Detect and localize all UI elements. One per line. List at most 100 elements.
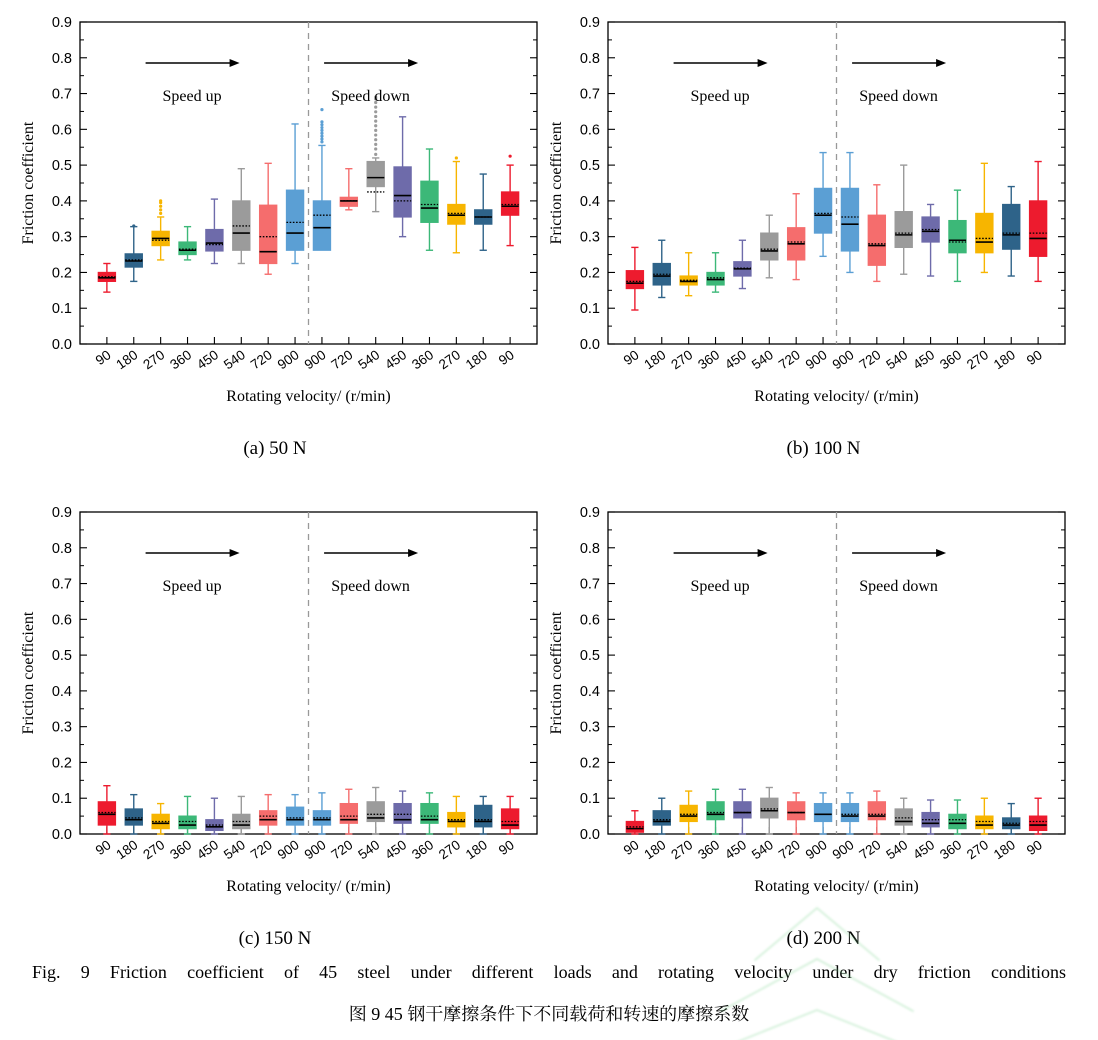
svg-text:0.1: 0.1 [52,301,72,317]
svg-text:0.2: 0.2 [580,265,600,281]
svg-text:0.7: 0.7 [580,577,600,593]
svg-text:450: 450 [382,837,409,862]
svg-text:90: 90 [93,837,114,858]
svg-text:720: 720 [856,347,883,372]
svg-text:180: 180 [641,837,668,862]
svg-text:Friction coefficient: Friction coefficient [20,611,37,734]
svg-text:0.0: 0.0 [580,827,600,843]
svg-text:Rotating velocity/ (r/min): Rotating velocity/ (r/min) [754,388,918,405]
svg-text:540: 540 [355,837,382,862]
svg-text:0.3: 0.3 [580,720,600,736]
svg-text:90: 90 [621,347,642,368]
svg-text:0.9: 0.9 [580,15,600,31]
svg-text:180: 180 [463,347,490,372]
svg-text:540: 540 [883,347,910,372]
svg-text:270: 270 [964,837,991,862]
svg-text:90: 90 [93,347,114,368]
svg-text:720: 720 [248,347,275,372]
svg-text:Speed up: Speed up [691,88,750,105]
svg-text:270: 270 [436,347,463,372]
svg-text:900: 900 [803,347,830,372]
svg-text:540: 540 [749,347,776,372]
svg-text:540: 540 [221,347,248,372]
svg-text:450: 450 [910,837,937,862]
svg-text:540: 540 [749,837,776,862]
svg-text:0.2: 0.2 [52,265,72,281]
svg-text:0.3: 0.3 [52,720,72,736]
svg-text:450: 450 [910,347,937,372]
svg-text:900: 900 [302,347,329,372]
svg-text:180: 180 [641,347,668,372]
svg-text:0.6: 0.6 [52,122,72,138]
svg-text:0.4: 0.4 [52,194,72,210]
svg-text:360: 360 [937,837,964,862]
svg-text:Speed down: Speed down [859,578,938,595]
svg-text:0.5: 0.5 [580,158,600,174]
svg-text:0.5: 0.5 [52,648,72,664]
svg-text:900: 900 [830,837,857,862]
svg-text:90: 90 [496,837,517,858]
svg-text:270: 270 [140,347,167,372]
svg-text:90: 90 [1024,837,1045,858]
svg-text:450: 450 [382,347,409,372]
svg-text:0.1: 0.1 [52,791,72,807]
svg-text:Speed down: Speed down [859,88,938,105]
svg-text:0.2: 0.2 [580,755,600,771]
svg-text:180: 180 [113,837,140,862]
svg-text:0.5: 0.5 [580,648,600,664]
svg-text:900: 900 [302,837,329,862]
svg-text:Friction coefficient: Friction coefficient [548,611,565,734]
svg-text:0.6: 0.6 [580,122,600,138]
svg-text:0.8: 0.8 [52,51,72,67]
svg-text:0.7: 0.7 [580,87,600,103]
svg-text:450: 450 [722,347,749,372]
svg-text:360: 360 [695,837,722,862]
svg-text:360: 360 [937,347,964,372]
svg-text:90: 90 [1024,347,1045,368]
svg-text:180: 180 [991,347,1018,372]
svg-text:0.7: 0.7 [52,577,72,593]
svg-text:360: 360 [695,347,722,372]
svg-text:450: 450 [722,837,749,862]
svg-text:Speed up: Speed up [163,578,222,595]
svg-text:Rotating velocity/ (r/min): Rotating velocity/ (r/min) [754,878,918,895]
svg-text:360: 360 [409,837,436,862]
svg-text:0.9: 0.9 [52,505,72,521]
svg-text:360: 360 [167,347,194,372]
svg-text:180: 180 [991,837,1018,862]
svg-text:720: 720 [856,837,883,862]
svg-text:0.0: 0.0 [580,337,600,353]
svg-text:0.9: 0.9 [580,505,600,521]
svg-text:270: 270 [140,837,167,862]
svg-text:0.6: 0.6 [580,612,600,628]
svg-text:900: 900 [275,837,302,862]
svg-text:0.3: 0.3 [52,230,72,246]
svg-text:Rotating velocity/ (r/min): Rotating velocity/ (r/min) [226,878,390,895]
svg-text:0.4: 0.4 [580,194,600,210]
svg-text:270: 270 [668,837,695,862]
svg-text:720: 720 [328,347,355,372]
svg-text:720: 720 [776,837,803,862]
svg-text:540: 540 [355,347,382,372]
svg-text:270: 270 [668,347,695,372]
svg-text:0.5: 0.5 [52,158,72,174]
svg-text:540: 540 [883,837,910,862]
svg-text:900: 900 [275,347,302,372]
svg-text:90: 90 [621,837,642,858]
svg-text:0.9: 0.9 [52,15,72,31]
svg-text:0.0: 0.0 [52,827,72,843]
svg-text:180: 180 [463,837,490,862]
svg-text:720: 720 [328,837,355,862]
svg-text:Rotating velocity/ (r/min): Rotating velocity/ (r/min) [226,388,390,405]
svg-text:360: 360 [409,347,436,372]
svg-text:Friction coefficient: Friction coefficient [548,121,565,244]
svg-text:Speed down: Speed down [331,578,410,595]
svg-text:0.8: 0.8 [52,541,72,557]
svg-text:450: 450 [194,347,221,372]
svg-text:180: 180 [113,347,140,372]
svg-text:0.4: 0.4 [52,684,72,700]
svg-text:0.7: 0.7 [52,87,72,103]
svg-text:540: 540 [221,837,248,862]
svg-text:0.3: 0.3 [580,230,600,246]
svg-text:90: 90 [496,347,517,368]
